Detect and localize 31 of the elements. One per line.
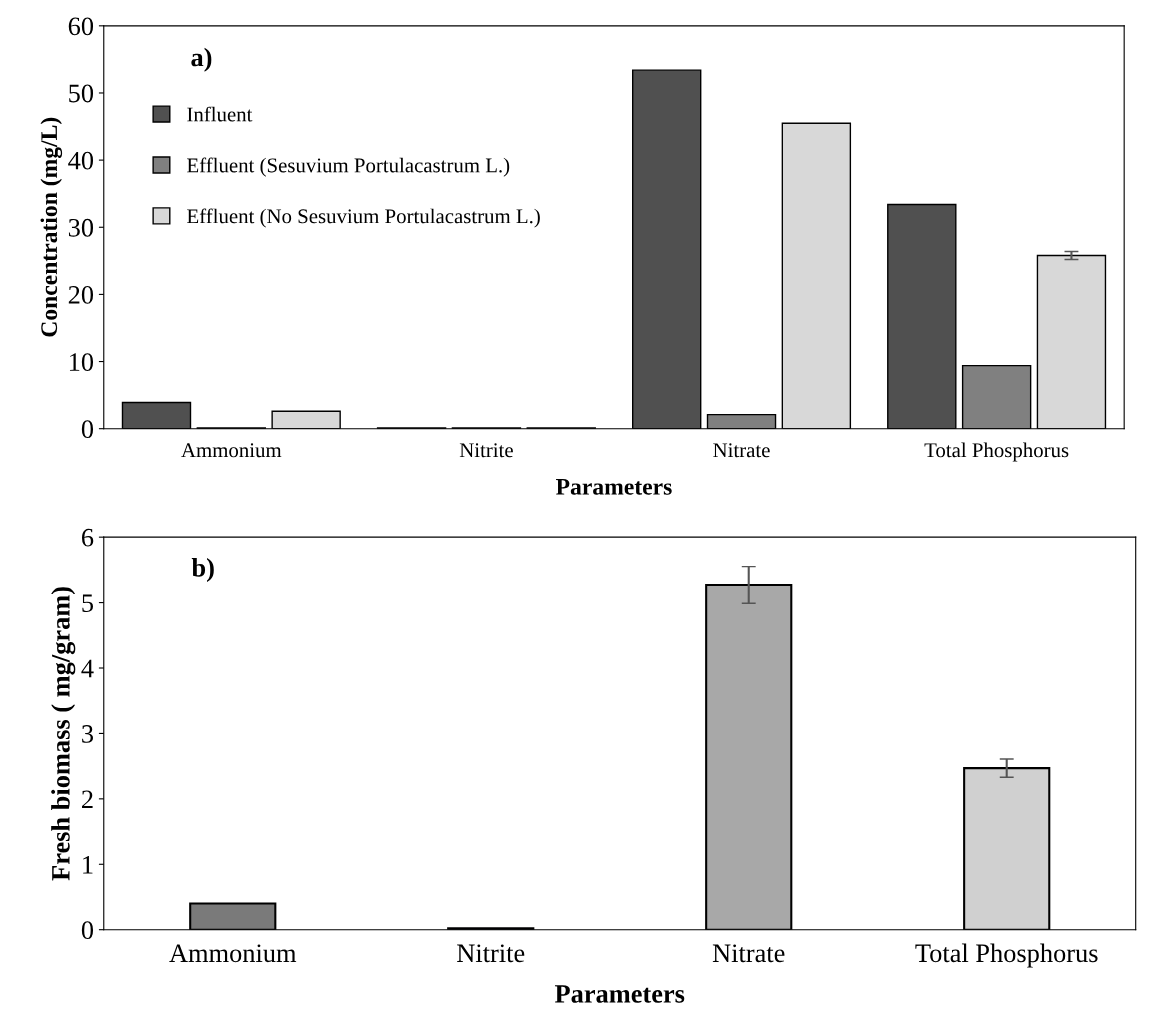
y-tick-label: 10 — [69, 353, 94, 371]
x-tick-label: Nitrite — [457, 944, 525, 963]
x-tick-label: Nitrite — [459, 443, 513, 458]
y-tick-label: 6 — [81, 528, 94, 547]
x-tick-label: Total Phosphorus — [924, 442, 1069, 462]
legend-label: Effluent (No Sesuvium Portulacastrum L.) — [187, 208, 540, 228]
x-tick-label: Total Phosphorus — [915, 943, 1098, 968]
y-tick-label: 3 — [82, 725, 94, 743]
annotation: b) — [191, 558, 214, 583]
x-tick-label: Nitrate — [713, 443, 770, 458]
legend-label: Effluent (Sesuvium Portulacastrum L.) — [187, 157, 510, 177]
legend-label: Influent — [187, 106, 253, 122]
y-axis-title: Concentration (mg/L) — [40, 117, 63, 337]
x-axis-title: Parameters — [556, 479, 672, 495]
x-tick-label: Ammonium — [181, 443, 282, 458]
y-tick-label: 50 — [69, 84, 94, 103]
x-tick-label: Nitrate — [712, 944, 785, 963]
y-tick-label: 5 — [82, 594, 94, 612]
y-tick-label: 0 — [81, 420, 94, 439]
y-axis-title: Fresh biomass ( mg/gram) — [51, 587, 76, 881]
x-axis-title: Parameters — [554, 985, 685, 1003]
y-tick-label: 0 — [81, 921, 94, 940]
x-tick-label: Ammonium — [169, 944, 297, 963]
y-tick-label: 1 — [83, 856, 93, 874]
y-tick-label: 30 — [68, 218, 94, 237]
annotation: a) — [191, 47, 212, 72]
y-tick-label: 4 — [81, 659, 94, 678]
y-tick-label: 40 — [68, 151, 94, 170]
y-tick-label: 60 — [68, 17, 94, 36]
y-tick-label: 20 — [68, 286, 94, 304]
y-tick-label: 2 — [82, 790, 93, 809]
